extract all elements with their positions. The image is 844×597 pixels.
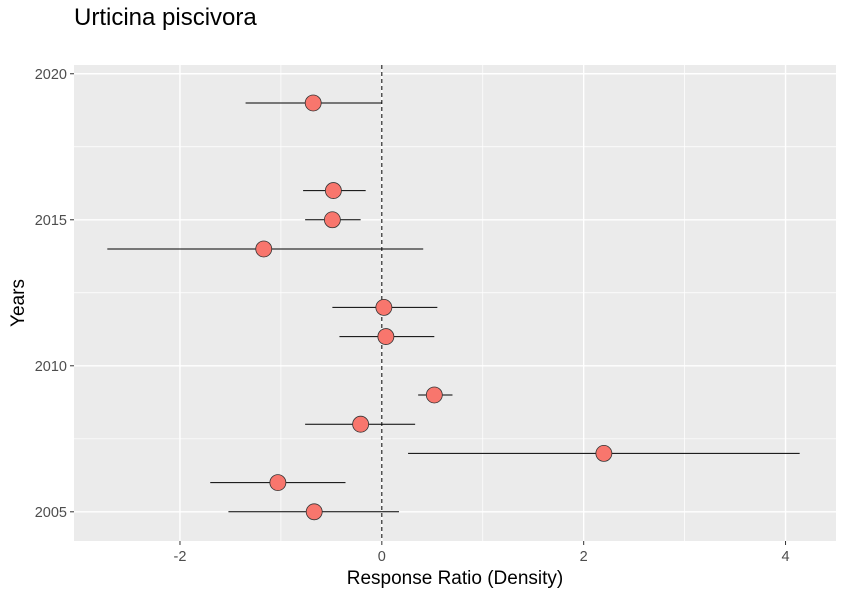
data-point bbox=[377, 328, 395, 345]
data-point bbox=[305, 503, 323, 521]
data-point bbox=[269, 474, 287, 491]
y-tick-label: 2020 bbox=[35, 67, 67, 83]
data-point bbox=[425, 386, 443, 404]
y-tick-label: 2010 bbox=[35, 359, 67, 375]
y-tick-label: 2015 bbox=[35, 213, 67, 229]
x-axis-title: Response Ratio (Density) bbox=[347, 568, 563, 589]
data-point bbox=[304, 94, 322, 112]
x-tick-label: 4 bbox=[781, 549, 789, 565]
data-point bbox=[323, 211, 341, 229]
data-point bbox=[255, 240, 273, 258]
y-tick-label: 2005 bbox=[35, 505, 67, 521]
data-point bbox=[324, 182, 342, 199]
chart-title: Urticina piscivora bbox=[74, 4, 257, 31]
x-tick-label: -2 bbox=[174, 549, 187, 565]
x-tick-label: 2 bbox=[580, 549, 588, 565]
x-tick-label: 0 bbox=[378, 549, 386, 565]
minor-gridlines bbox=[74, 65, 836, 541]
data-point bbox=[352, 415, 370, 433]
plot-panel bbox=[74, 65, 836, 541]
y-axis-ticks: 2005 2010 2015 2020 bbox=[35, 67, 74, 521]
y-axis-title: Years bbox=[8, 279, 29, 327]
data-point bbox=[595, 444, 613, 462]
x-axis-ticks: -2 0 2 4 bbox=[174, 541, 790, 565]
data-point bbox=[375, 298, 393, 316]
data-points bbox=[255, 94, 613, 521]
